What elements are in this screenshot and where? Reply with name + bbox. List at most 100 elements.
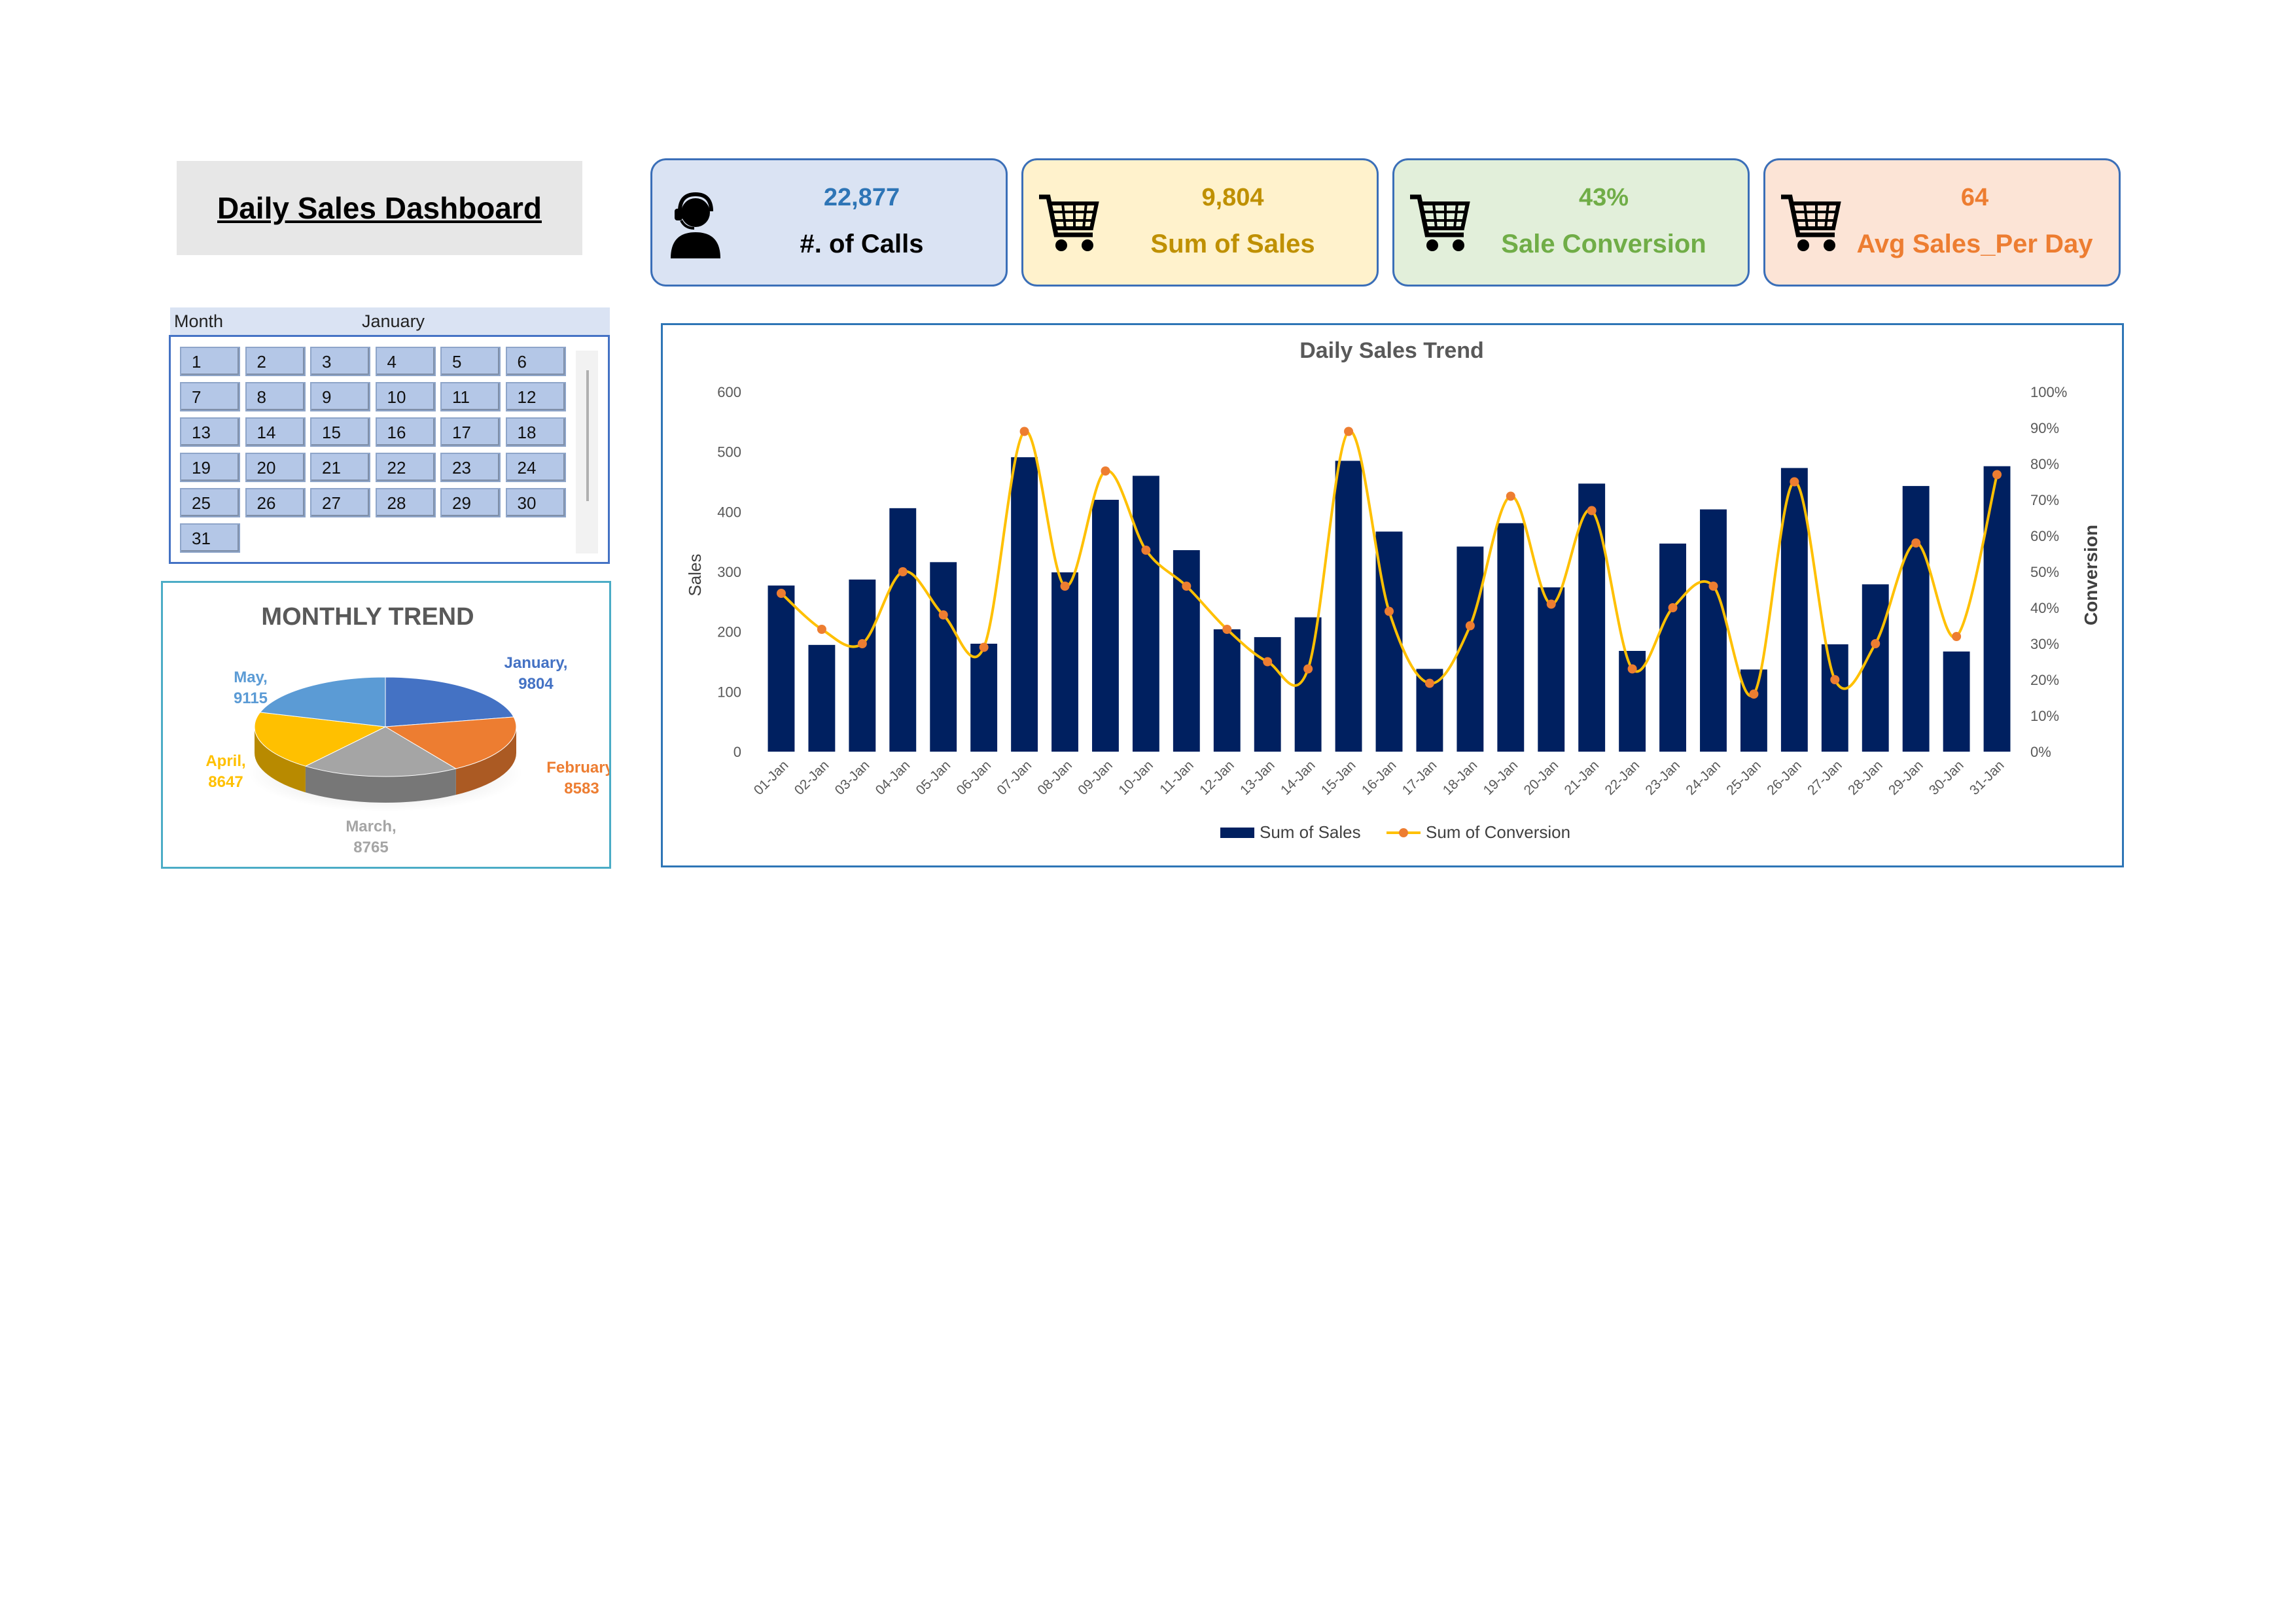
y-axis-label: Sales: [685, 553, 705, 596]
conversion-marker-12-Jan: [1222, 625, 1232, 634]
x-tick-30-Jan: 30-Jan: [1926, 758, 1967, 798]
pie-label-month-1: February,: [546, 759, 609, 777]
pie-label-value-3: 8647: [208, 773, 243, 791]
y2-tick-90%: 90%: [2030, 420, 2059, 436]
day-button-2[interactable]: 2: [245, 347, 306, 376]
x-tick-13-Jan: 13-Jan: [1237, 758, 1278, 798]
day-button-21[interactable]: 21: [310, 453, 370, 482]
y2-tick-10%: 10%: [2030, 708, 2059, 724]
shopping-cart-icon: [1039, 194, 1099, 251]
day-button-22[interactable]: 22: [375, 453, 436, 482]
sales-bar-13-Jan: [1254, 637, 1281, 752]
dashboard-title-box: Daily Sales Dashboard: [177, 161, 582, 255]
pie-labels: January, 9804 February, 8583 March, 8765 April…: [205, 654, 616, 856]
kpi-card-avg-sales-per-day: 64 Avg Sales_Per Day: [1763, 158, 2121, 287]
x-tick-18-Jan: 18-Jan: [1440, 758, 1481, 798]
sales-bar-23-Jan: [1659, 543, 1686, 752]
kpi-card-sale-conversion: 43% Sale Conversion: [1392, 158, 1750, 287]
kpi-calls-value: 22,877: [823, 184, 900, 211]
day-button-30[interactable]: 30: [505, 488, 566, 517]
pie-label-value-4: 9115: [234, 689, 268, 707]
kpi-avg-value: 64: [1960, 184, 1989, 211]
x-tick-17-Jan: 17-Jan: [1400, 758, 1440, 798]
day-button-18[interactable]: 18: [505, 417, 566, 447]
x-tick-29-Jan: 29-Jan: [1886, 758, 1926, 798]
slicer-selected-month[interactable]: January: [362, 311, 425, 331]
pie-title: MONTHLY TREND: [261, 603, 474, 631]
sales-bar-09-Jan: [1092, 500, 1119, 752]
conversion-marker-01-Jan: [776, 589, 786, 598]
legend-sales-swatch: [1220, 828, 1254, 838]
sales-bar-18-Jan: [1457, 546, 1484, 752]
conversion-marker-19-Jan: [1506, 491, 1515, 501]
kpi-card-calls: 22,877 #. of Calls: [650, 158, 1008, 287]
day-button-13[interactable]: 13: [180, 417, 240, 447]
shopping-cart-icon: [1781, 194, 1841, 251]
day-button-20[interactable]: 20: [245, 453, 306, 482]
conversion-marker-08-Jan: [1060, 582, 1070, 591]
sales-bar-07-Jan: [1011, 457, 1038, 752]
kpi-conversion-value: 43%: [1578, 184, 1629, 211]
day-button-15[interactable]: 15: [310, 417, 370, 447]
day-button-27[interactable]: 27: [310, 488, 370, 517]
conversion-marker-26-Jan: [1790, 477, 1799, 487]
x-tick-14-Jan: 14-Jan: [1278, 758, 1318, 798]
y2-axis-ticks: 0% 10% 20% 30% 40% 50% 60% 70% 80% 90% 100%: [2030, 384, 2067, 760]
day-button-9[interactable]: 9: [310, 382, 370, 411]
day-button-10[interactable]: 10: [375, 382, 436, 411]
y2-tick-80%: 80%: [2030, 456, 2059, 472]
monthly-trend-panel: MONTHLY TREND January, 9804 February, 8583 M…: [161, 581, 617, 869]
conversion-marker-02-Jan: [817, 625, 826, 634]
dashboard-title: Daily Sales Dashboard: [217, 191, 542, 225]
pie-side-3: [255, 727, 306, 793]
kpi-calls-label: #. of Calls: [800, 230, 924, 258]
day-button-28[interactable]: 28: [375, 488, 436, 517]
y-tick-0: 0: [733, 744, 741, 760]
x-tick-09-Jan: 09-Jan: [1075, 758, 1116, 798]
day-button-24[interactable]: 24: [505, 453, 566, 482]
day-button-14[interactable]: 14: [245, 417, 306, 447]
conversion-marker-13-Jan: [1263, 657, 1273, 667]
day-button-11[interactable]: 11: [440, 382, 501, 411]
day-button-17[interactable]: 17: [440, 417, 501, 447]
conversion-marker-05-Jan: [938, 610, 948, 620]
x-tick-31-Jan: 31-Jan: [1967, 758, 2007, 798]
sales-bar-15-Jan: [1335, 461, 1362, 752]
pie-label-value-0: 9804: [518, 675, 554, 693]
conversion-marker-16-Jan: [1385, 606, 1394, 616]
conversion-marker-06-Jan: [979, 642, 989, 652]
day-button-19[interactable]: 19: [180, 453, 240, 482]
y2-tick-40%: 40%: [2030, 600, 2059, 616]
sales-bar-12-Jan: [1213, 629, 1241, 752]
x-tick-06-Jan: 06-Jan: [954, 758, 995, 798]
conversion-marker-29-Jan: [1911, 538, 1921, 548]
day-button-1[interactable]: 1: [180, 347, 240, 376]
x-tick-03-Jan: 03-Jan: [832, 758, 873, 798]
day-button-29[interactable]: 29: [440, 488, 501, 517]
x-tick-24-Jan: 24-Jan: [1683, 758, 1723, 798]
day-button-12[interactable]: 12: [505, 382, 566, 411]
day-button-31[interactable]: 31: [180, 523, 240, 553]
slicer-scrollbar-thumb[interactable]: [586, 370, 589, 501]
conversion-marker-17-Jan: [1424, 678, 1434, 688]
day-button-16[interactable]: 16: [375, 417, 436, 447]
pie-label-month-4: May,: [234, 669, 268, 686]
sales-bars: [768, 457, 2011, 752]
day-button-25[interactable]: 25: [180, 488, 240, 517]
month-slicer-header[interactable]: Month January: [170, 307, 610, 335]
conversion-marker-10-Jan: [1141, 546, 1151, 555]
conversion-marker-03-Jan: [857, 639, 867, 648]
day-button-3[interactable]: 3: [310, 347, 370, 376]
day-button-26[interactable]: 26: [245, 488, 306, 517]
pie-slices: [254, 676, 517, 777]
day-button-5[interactable]: 5: [440, 347, 501, 376]
pie-label-value-1: 8583: [564, 780, 599, 797]
day-button-7[interactable]: 7: [180, 382, 240, 411]
pie-slice-2: [304, 726, 457, 777]
day-button-4[interactable]: 4: [375, 347, 436, 376]
day-button-8[interactable]: 8: [245, 382, 306, 411]
day-button-23[interactable]: 23: [440, 453, 501, 482]
sales-bar-21-Jan: [1578, 483, 1606, 752]
conversion-marker-25-Jan: [1749, 689, 1759, 699]
day-button-6[interactable]: 6: [505, 347, 566, 376]
